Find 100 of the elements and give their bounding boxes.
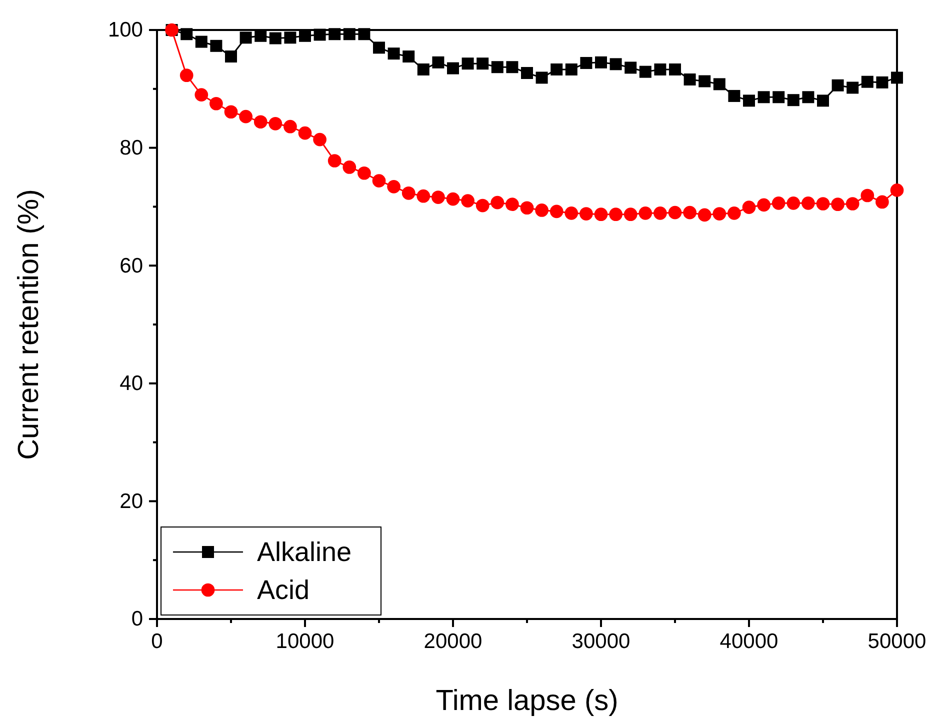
point	[417, 63, 430, 76]
y-tick-label: 0	[131, 608, 143, 631]
point	[654, 63, 666, 76]
x-tick-label: 20000	[424, 630, 482, 653]
point	[772, 91, 785, 104]
point	[698, 75, 711, 88]
point	[372, 174, 386, 188]
point	[816, 197, 830, 210]
point	[743, 94, 755, 107]
x-tick-label: 30000	[572, 630, 630, 653]
x-tick-label: 50000	[868, 630, 926, 653]
point	[254, 30, 267, 42]
point	[846, 82, 859, 94]
point	[240, 32, 252, 44]
point	[254, 115, 268, 129]
point	[476, 58, 489, 70]
point	[654, 206, 667, 220]
point	[860, 188, 874, 202]
point	[787, 94, 800, 106]
point	[683, 206, 696, 220]
point	[462, 58, 474, 70]
point	[476, 198, 490, 212]
point	[461, 194, 474, 208]
point	[268, 116, 282, 130]
point	[565, 63, 578, 76]
point	[387, 180, 400, 194]
point	[758, 91, 770, 104]
point	[328, 154, 342, 168]
y-axis-title: Current retention (%)	[13, 189, 45, 460]
point	[446, 192, 460, 206]
point	[432, 56, 444, 68]
point	[195, 36, 208, 48]
point	[669, 63, 681, 76]
point	[698, 208, 712, 222]
point	[817, 94, 829, 107]
point	[846, 197, 860, 210]
point	[802, 196, 815, 210]
point	[490, 196, 504, 210]
point	[225, 50, 237, 63]
x-tick-label: 0	[151, 630, 163, 653]
point	[506, 198, 519, 212]
point	[624, 208, 638, 222]
point	[328, 28, 341, 40]
legend-label: Alkaline	[257, 537, 352, 567]
point	[624, 62, 637, 74]
point	[564, 206, 578, 220]
point	[343, 28, 356, 40]
point	[342, 160, 356, 174]
point	[269, 32, 282, 44]
point	[831, 198, 844, 212]
point	[239, 110, 252, 124]
y-tick-label: 20	[120, 490, 143, 513]
x-tick-label: 10000	[276, 630, 334, 653]
point	[521, 66, 533, 79]
point	[210, 40, 222, 52]
point	[536, 72, 548, 84]
point	[890, 184, 904, 197]
point	[668, 206, 682, 220]
point	[876, 76, 888, 88]
point	[757, 198, 770, 212]
point	[402, 50, 415, 63]
point	[224, 105, 238, 119]
point	[373, 42, 385, 54]
point	[728, 206, 741, 220]
point	[639, 66, 652, 78]
point	[610, 58, 622, 70]
point	[786, 196, 800, 210]
point	[313, 132, 326, 146]
point	[447, 62, 459, 74]
point	[580, 56, 592, 69]
point	[832, 79, 844, 92]
point	[388, 48, 400, 60]
point	[580, 207, 593, 220]
y-tick-label: 60	[120, 254, 143, 278]
point	[520, 201, 534, 215]
point	[712, 207, 726, 220]
x-axis-title: Time lapse (s)	[436, 685, 618, 717]
x-tick-label: 40000	[720, 630, 778, 653]
point	[358, 28, 370, 40]
y-tick-label: 80	[120, 136, 143, 160]
point	[802, 91, 814, 104]
point	[742, 200, 756, 214]
point	[210, 96, 223, 110]
point	[550, 204, 564, 218]
point	[314, 28, 326, 41]
point	[595, 56, 607, 68]
point	[638, 206, 652, 220]
point	[713, 78, 726, 90]
point	[432, 190, 445, 204]
point	[684, 73, 696, 86]
point	[358, 166, 371, 180]
point	[402, 186, 416, 200]
point	[194, 88, 208, 102]
point	[506, 61, 518, 74]
point	[861, 76, 874, 88]
point	[298, 126, 312, 140]
point	[891, 72, 903, 84]
point	[299, 30, 311, 42]
y-tick-label: 40	[120, 372, 143, 396]
point	[284, 120, 297, 134]
